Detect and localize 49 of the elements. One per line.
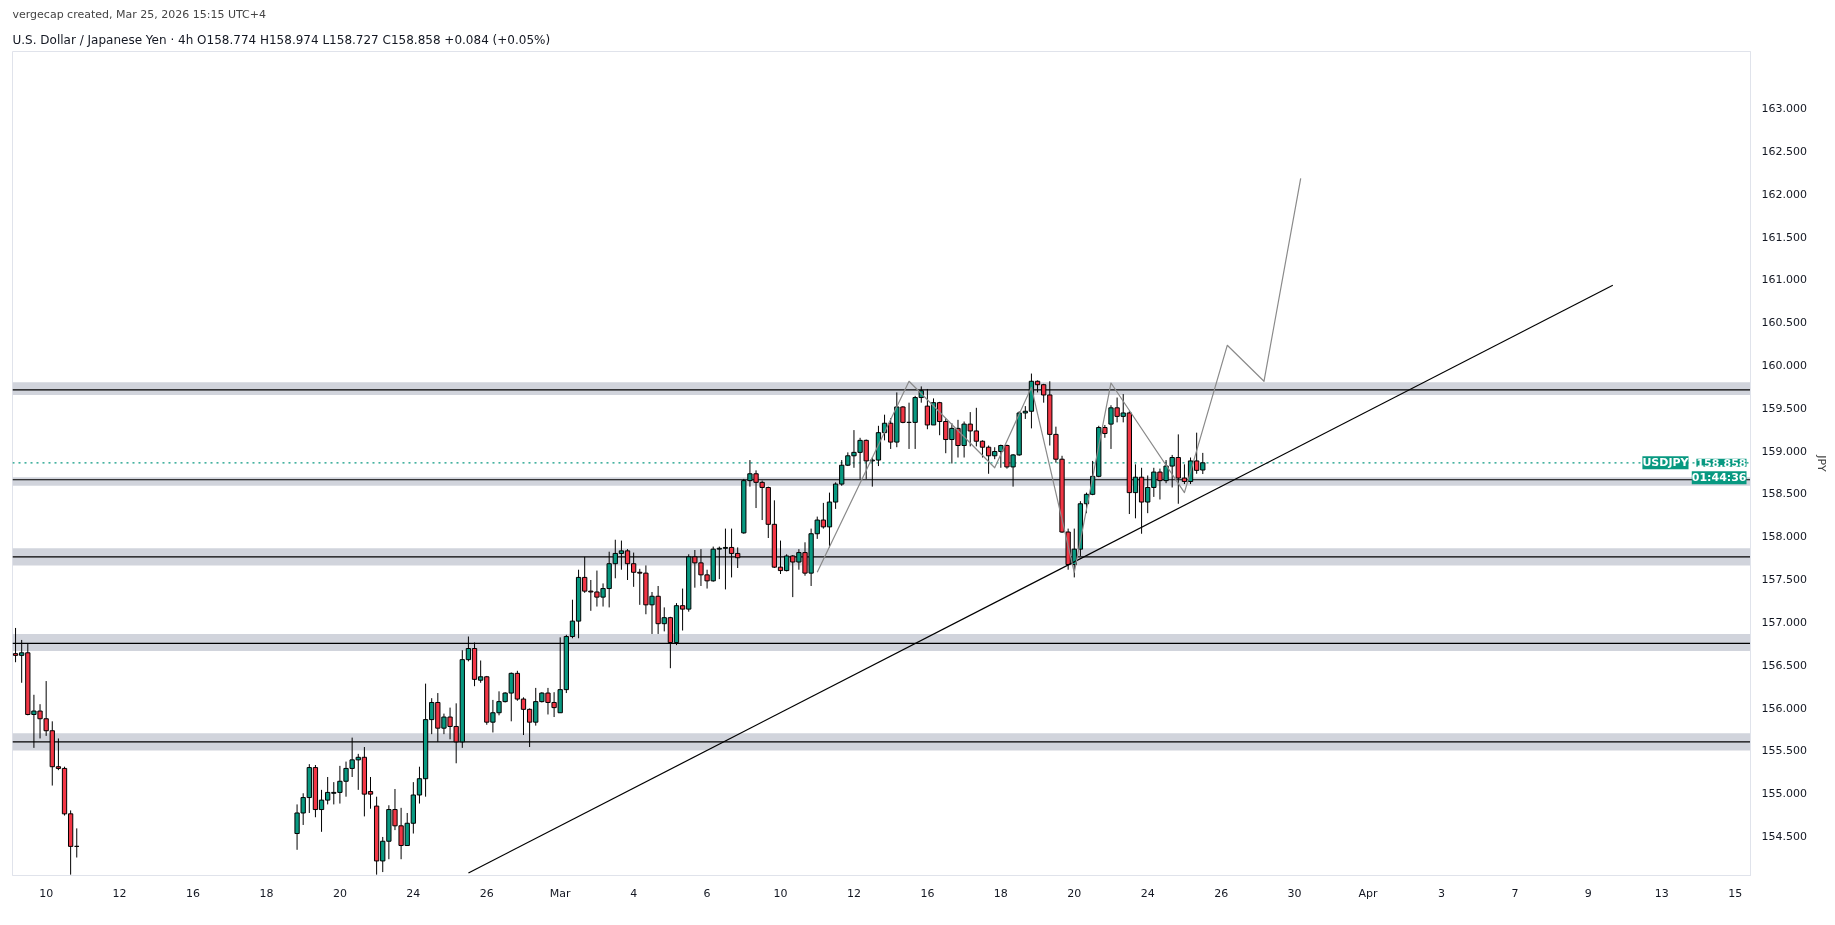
ref-line-label: USDJPY: [1642, 456, 1690, 470]
x-tick-label: 26: [479, 886, 494, 900]
y-tick-label: 157.500: [1761, 573, 1807, 587]
y-tick-label: 155.500: [1761, 744, 1807, 758]
y-tick-label: 156.000: [1761, 701, 1807, 715]
y-tick-label: 160.500: [1761, 316, 1807, 330]
x-tick-label: 18: [993, 886, 1008, 900]
x-tick-label: 12: [112, 886, 127, 900]
x-tick-label: 16: [920, 886, 935, 900]
y-tick-label: 162.500: [1761, 144, 1807, 158]
y-tick-label: 163.000: [1761, 102, 1807, 116]
x-tick-label: 3: [1437, 886, 1445, 900]
y-tick-label: 154.500: [1761, 830, 1807, 844]
line-series: [816, 177, 1302, 573]
x-tick-label: 10: [39, 886, 54, 900]
x-tick-label: 18: [259, 886, 274, 900]
y-tick-label: 159.000: [1761, 444, 1807, 458]
x-tick-label: Mar: [549, 886, 572, 900]
x-tick-label: 26: [1214, 886, 1229, 900]
y-tick-label: 155.000: [1761, 787, 1807, 801]
x-tick-label: 30: [1287, 886, 1302, 900]
x-tick-label: Apr: [1358, 886, 1379, 900]
y-tick-label: 157.000: [1761, 615, 1807, 629]
x-tick-label: 13: [1654, 886, 1669, 900]
x-tick-label: 12: [846, 886, 861, 900]
x-tick-label: 9: [1584, 886, 1592, 900]
y-tick-label: 162.000: [1761, 187, 1807, 201]
y-tick-label: 156.500: [1761, 658, 1807, 672]
y-tick-label: 159.500: [1761, 401, 1807, 415]
x-tick-label: 7: [1511, 886, 1519, 900]
x-tick-label: 24: [1140, 886, 1155, 900]
y-axis-title: JPY: [1814, 454, 1828, 472]
x-tick-label: 16: [186, 886, 201, 900]
x-tick-label: 6: [703, 886, 711, 900]
y-tick-label: 161.500: [1761, 230, 1807, 244]
x-tick-label: 10: [773, 886, 788, 900]
y-tick-label: 158.500: [1761, 487, 1807, 501]
chart-subtitle: vergecap created, Mar 25, 2026 15:15 UTC+4: [12, 7, 266, 21]
x-tick-label: 20: [332, 886, 347, 900]
y-tick-label: 160.000: [1761, 359, 1807, 372]
x-tick-label: 4: [630, 886, 638, 900]
x-tick-label: 20: [1067, 886, 1082, 900]
x-tick-label: 15: [1728, 886, 1743, 900]
chart-title: U.S. Dollar / Japanese Yen · 4h O158.774 H158.974 L158.727 C158.858 +0.084 (+0.05%): [12, 32, 551, 47]
y-tick-label: 158.000: [1761, 530, 1807, 544]
annotation: 01:44:36: [1691, 471, 1747, 485]
y-tick-label: 161.000: [1761, 273, 1807, 287]
x-tick-label: 24: [406, 886, 421, 900]
annotation: 158.858: [1696, 456, 1747, 470]
